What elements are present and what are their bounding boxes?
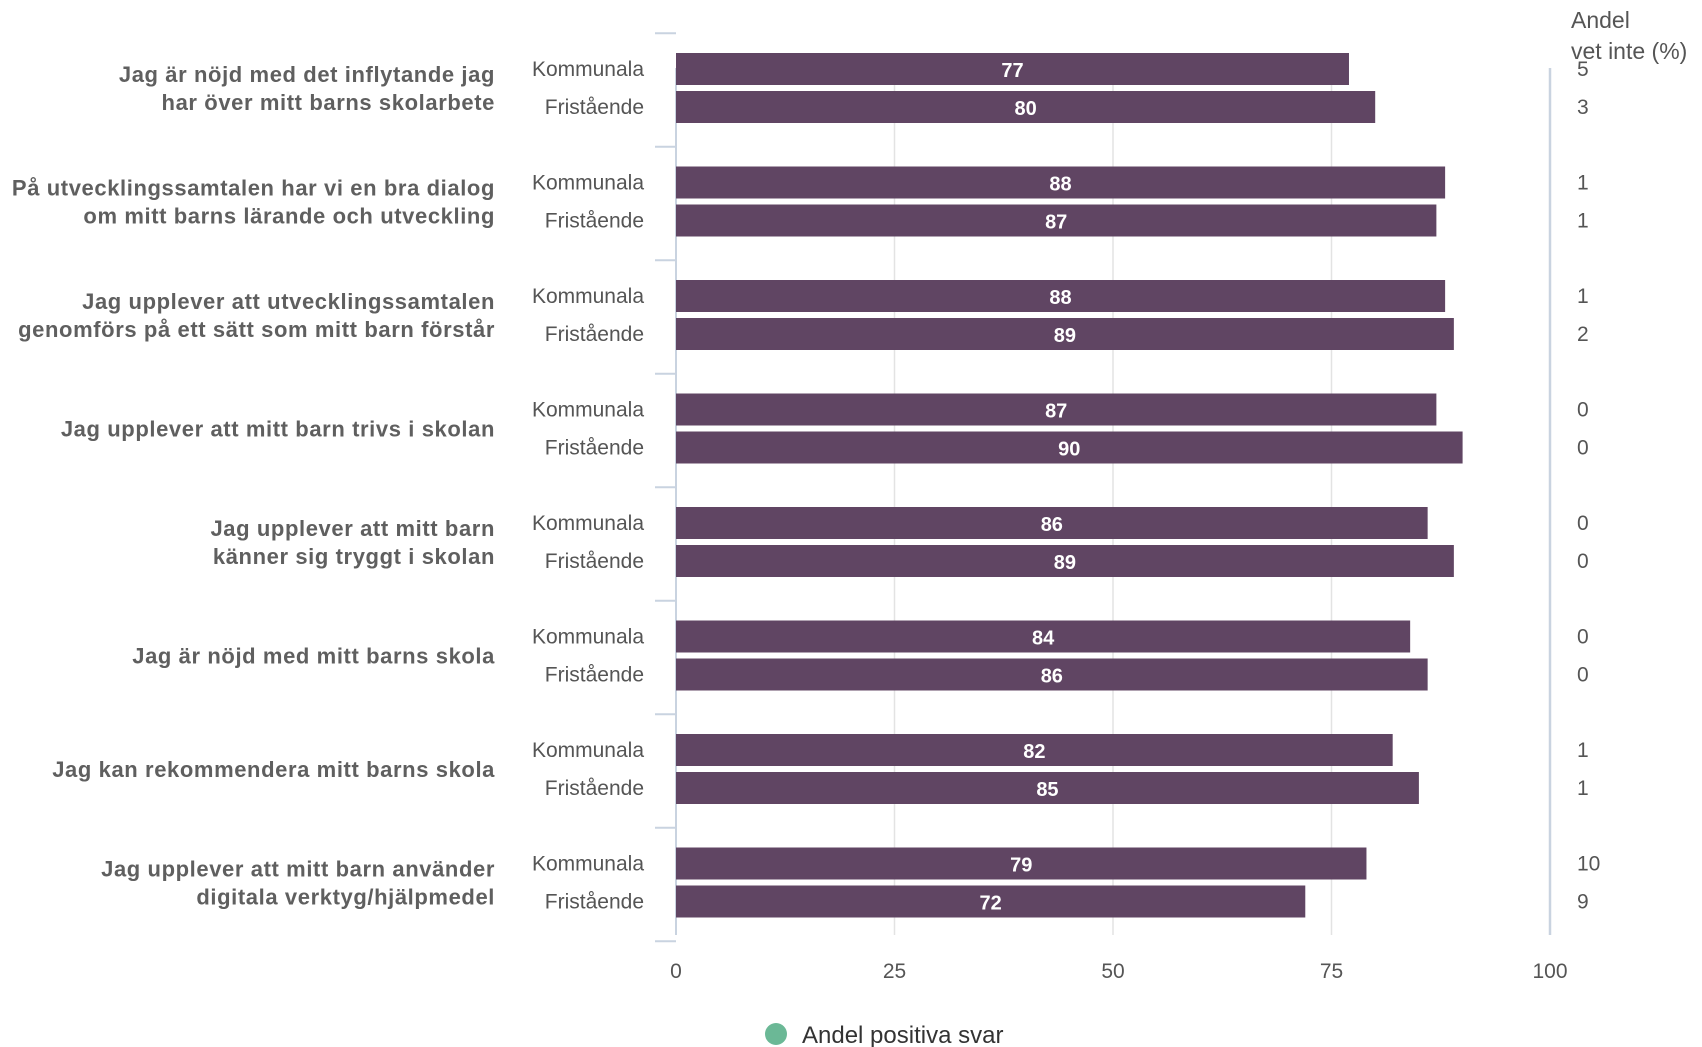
bar-value-label: 88 [1049,287,1071,309]
dont-know-value: 0 [1577,399,1589,422]
bar-value-label: 80 [1014,98,1036,120]
dont-know-value: 1 [1577,777,1589,800]
bar-value-label: 82 [1023,741,1045,763]
bar-value-label: 86 [1041,666,1063,688]
dont-know-value: 1 [1577,172,1589,195]
question-label: Jag är nöjd med mitt barns skola [132,644,495,669]
x-axis-ticks: 0 25 50 75 100 [670,960,1567,983]
tick-label: 0 [670,960,682,983]
legend: Andel positiva svar [765,1022,1003,1047]
dont-know-value: 2 [1577,323,1589,346]
bar [676,204,1437,237]
group-label: Fristående [545,550,644,573]
side-header-line: vet inte (%) [1571,38,1687,64]
question-label: känner sig tryggt i skolan [213,544,495,569]
dont-know-value: 1 [1577,285,1589,308]
group-label: Kommunala [532,853,644,876]
group-label: Fristående [545,664,644,687]
group-label: Fristående [545,777,644,800]
dont-know-value: 10 [1577,853,1600,876]
bar [676,393,1437,426]
bar-value-label: 89 [1054,552,1076,574]
bar [676,166,1446,199]
group-label: Fristående [545,210,644,233]
question-label: genomförs på ett sätt som mitt barn förs… [18,317,495,342]
question-label: digitala verktyg/hjälpmedel [196,885,495,910]
bar-value-label: 88 [1049,174,1071,196]
dont-know-value: 3 [1577,96,1589,119]
tick-label: 25 [883,960,906,983]
group-label: Kommunala [532,58,644,81]
question-label: Jag upplever att mitt barn trivs i skola… [61,417,495,442]
bar-value-label: 89 [1054,325,1076,347]
bar [676,545,1454,577]
group-label: Kommunala [532,399,644,422]
group-label: Fristående [545,437,644,460]
bar [676,620,1411,653]
group-label: Fristående [545,323,644,346]
bar-value-label: 90 [1058,439,1080,461]
dont-know-value: 0 [1577,512,1589,535]
dont-know-value: 0 [1577,664,1589,687]
bar [676,734,1393,766]
legend-marker [765,1023,787,1045]
tick-label: 50 [1101,960,1124,983]
bar [676,280,1446,312]
bar [676,658,1428,691]
dont-know-value: 0 [1577,437,1589,460]
question-label: Jag upplever att utvecklingssamtalen [82,289,495,314]
bar-value-label: 84 [1032,628,1055,650]
group-label: Kommunala [532,285,644,308]
group-label: Kommunala [532,172,644,195]
question-label: Jag upplever att mitt barn [210,516,495,541]
dont-know-value: 1 [1577,210,1589,233]
question-label: om mitt barns lärande och utveckling [83,204,495,229]
category-axis [655,32,677,943]
bar-value-label: 87 [1045,401,1067,423]
bar-value-label: 72 [980,893,1002,915]
bar-value-label: 87 [1045,212,1067,234]
group-label: Fristående [545,96,644,119]
dont-know-value: 0 [1577,550,1589,573]
bar [676,772,1419,804]
legend-label: Andel positiva svar [802,1022,1003,1047]
side-header-line: Andel [1571,7,1630,33]
bars [676,53,1463,918]
question-label: Jag kan rekommendera mitt barns skola [52,757,495,782]
bar [676,431,1463,464]
dont-know-value: 0 [1577,626,1589,649]
bar-value-label: 79 [1010,855,1032,877]
bar [676,885,1306,918]
dont-know-value: 5 [1577,58,1589,81]
bar [676,847,1367,880]
group-label: Kommunala [532,739,644,762]
tick-label: 75 [1320,960,1343,983]
bar-value-label: 86 [1041,514,1063,536]
dont-know-value: 1 [1577,739,1589,762]
group-label: Kommunala [532,512,644,535]
bar-value-label: 85 [1036,779,1058,801]
bar [676,507,1428,539]
labels: Jag är nöjd med det inflytande jag har öv… [12,58,1081,915]
bar [676,53,1349,85]
question-label: På utvecklingssamtalen har vi en bra dia… [12,176,495,201]
question-label: Jag är nöjd med det inflytande jag [119,62,495,87]
bar [676,318,1454,350]
group-label: Fristående [545,891,644,914]
bar [676,91,1376,123]
question-label: har över mitt barns skolarbete [162,90,495,115]
dont-know-value: 9 [1577,891,1589,914]
question-label: Jag upplever att mitt barn använder [101,857,495,882]
bar-value-label: 77 [1001,60,1023,82]
tick-label: 100 [1532,960,1567,983]
group-label: Kommunala [532,626,644,649]
